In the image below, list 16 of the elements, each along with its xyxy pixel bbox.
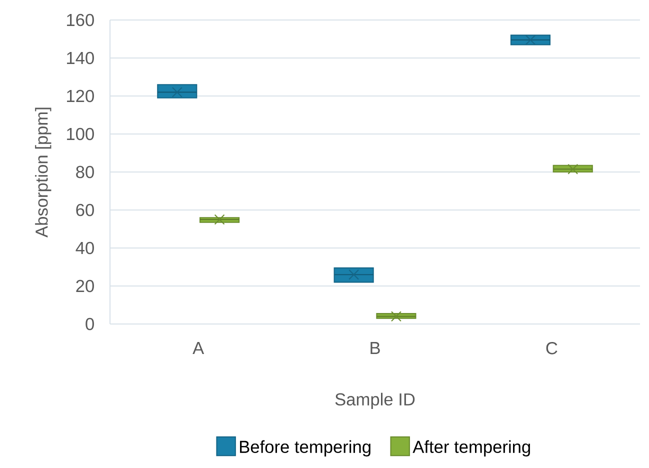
y-tick-label: 100: [67, 128, 94, 140]
x-tick-label: C: [546, 342, 558, 354]
y-tick-label: 120: [67, 90, 94, 102]
x-tick-label: B: [370, 342, 380, 354]
y-tick-label: 0: [86, 318, 94, 330]
x-tick-label: A: [192, 342, 204, 354]
y-axis-title: Absorption [ppm]: [35, 108, 52, 238]
y-tick-label: 160: [67, 14, 94, 26]
y-tick-label: 60: [76, 204, 94, 216]
y-tick-label: 40: [76, 242, 94, 254]
y-tick-label: 20: [76, 280, 94, 292]
legend-label: Before tempering: [240, 440, 370, 456]
y-tick-label: 140: [67, 52, 94, 64]
legend-label: After tempering: [412, 440, 530, 456]
y-tick-label: 80: [76, 166, 94, 178]
x-axis-title: Sample ID: [335, 392, 415, 409]
